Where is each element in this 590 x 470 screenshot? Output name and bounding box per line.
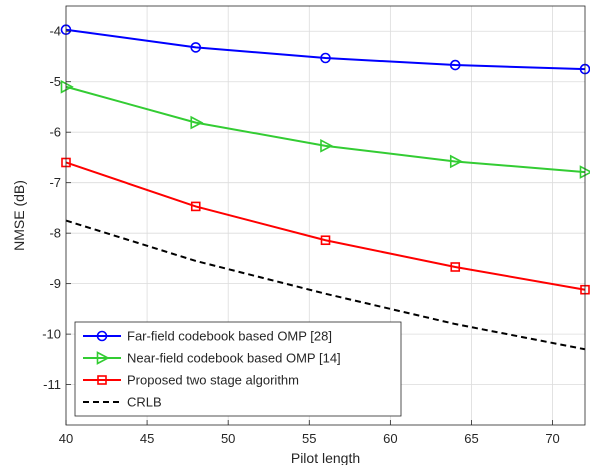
x-tick-label: 60 [383,431,397,446]
y-tick-label: -7 [49,175,61,190]
x-tick-label: 50 [221,431,235,446]
x-tick-label: 65 [464,431,478,446]
x-axis-label: Pilot length [291,450,360,465]
y-tick-label: -10 [42,327,61,342]
x-tick-label: 40 [59,431,73,446]
legend: Far-field codebook based OMP [28] Near-fi… [75,322,401,416]
y-tick-label: -8 [49,226,61,241]
legend-label: Far-field codebook based OMP [28] [127,329,332,344]
legend-label: Near-field codebook based OMP [14] [127,351,341,366]
legend-label: Proposed two stage algorithm [127,373,299,388]
y-tick-label: -9 [49,276,61,291]
y-tick-label: -4 [49,24,61,39]
y-tick-label: -6 [49,125,61,140]
x-tick-label: 45 [140,431,154,446]
x-tick-label: 70 [545,431,559,446]
x-tick-label: 55 [302,431,316,446]
y-axis-label: NMSE (dB) [11,180,27,251]
legend-label: CRLB [127,395,162,410]
y-tick-label: -5 [49,74,61,89]
y-tick-label: -11 [43,377,61,392]
